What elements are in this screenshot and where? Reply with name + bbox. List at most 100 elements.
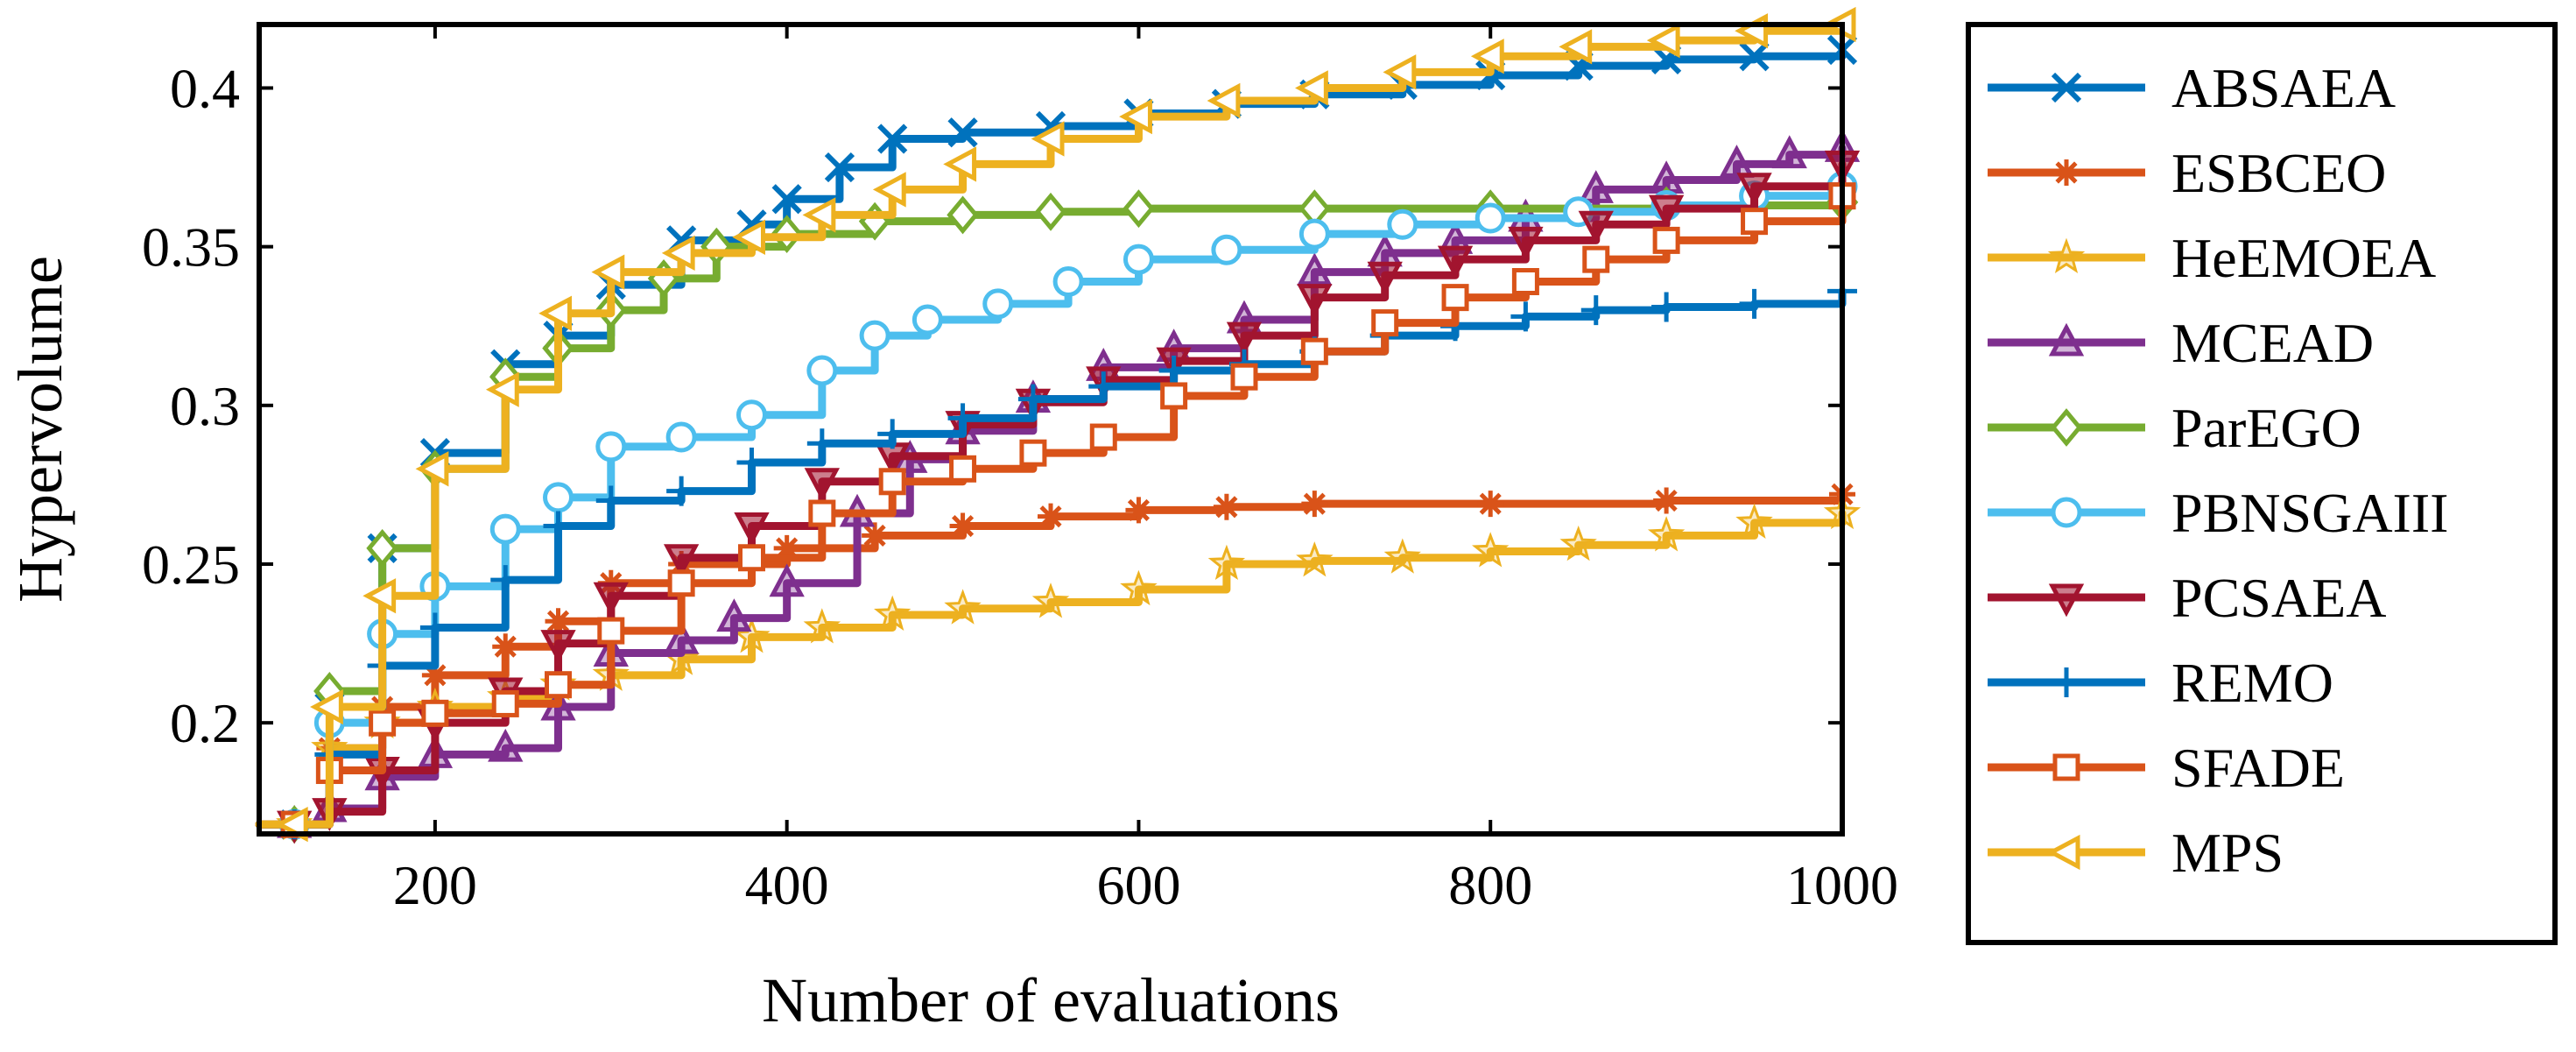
x-axis-title: Number of evaluations [762,965,1340,1035]
data-point-mps [1470,39,1504,74]
data-point-mps [732,219,765,255]
axis-layer: 200 400 600 800 1000 0.2 0.25 0.3 0.35 0.4 [142,25,1898,916]
data-point-pcsaea [1367,261,1403,295]
data-point-esbceo [1125,497,1152,524]
data-point-pbnsgaiii [1387,208,1418,240]
legend: ABSAEA ESBCEO HeEMOEA MCEAD ParEGO PBNSGAIII P… [1966,22,2558,945]
data-point-sfade [1019,439,1047,467]
x-tick-label: 1000 [1786,854,1898,916]
data-point-heemoea [1647,516,1686,552]
legend-label-pcsaea: PCSAEA [2171,567,2386,629]
data-point-remo [1580,295,1611,326]
data-point-mps [1207,82,1241,119]
data-point-remo [947,403,978,434]
data-point-pbnsgaiii [735,399,767,431]
series-line-heemoea [255,509,1847,829]
legend-label-sfade: SFADE [2171,737,2345,799]
data-point-mps [1559,29,1593,65]
legend-label-esbceo: ESBCEO [2171,142,2386,204]
y-tick-label: 0.3 [170,375,240,437]
legend-marker-heemoea [2047,237,2086,274]
legend-entry-sfade: SFADE [1988,737,2345,799]
legend-marker-mps [2046,834,2080,871]
data-point-absaea [771,184,802,215]
data-point-pcsaea [540,630,576,663]
data-point-pcsaea [1578,210,1614,244]
data-point-heemoea [733,618,771,653]
data-point-pbnsgaiii [1299,218,1330,250]
legend-label-heemoea: HeEMOEA [2171,227,2436,289]
data-point-pcsaea [1508,226,1544,260]
data-point-pbnsgaiii [806,355,838,386]
data-point-pcsaea [1226,321,1263,356]
data-point-pcsaea [1736,173,1772,207]
legend-marker-mcead [2048,322,2085,357]
legend-entry-remo: REMO [1988,652,2333,714]
data-point-mps [802,197,836,233]
data-point-esbceo [1653,487,1680,514]
legend-marker-remo [2052,667,2081,697]
series-absaea [255,34,1858,840]
data-point-mcead [716,598,752,632]
data-point-mps [538,295,573,331]
data-point-sfade [369,709,397,737]
data-point-mcead [1297,252,1333,286]
data-point-mps [943,146,977,182]
data-point-esbceo [492,633,519,660]
data-point-remo [736,448,767,478]
legend-entry-parego: ParEGO [1988,397,2361,459]
data-point-remo [543,511,574,541]
data-point-esbceo [1477,491,1504,518]
legend-marker-pbnsgaiii [2051,497,2082,528]
data-point-esbceo [862,522,889,549]
series-heemoea [255,493,1862,841]
legend-marker-absaea [2051,72,2082,103]
data-point-sfade [1160,382,1188,410]
data-point-heemoea [1472,532,1510,568]
data-point-pcsaea [1437,245,1474,279]
data-point-parego [700,227,733,266]
y-tick-label: 0.25 [142,533,240,596]
data-point-sfade [808,499,836,527]
data-point-sfade [949,455,977,483]
y-axis-title: Hypervolume [5,256,75,603]
data-point-remo [1088,371,1119,402]
data-point-esbceo [1213,493,1240,520]
data-point-mcead [663,620,700,654]
legend-label-pbnsgaiii: PBNSGAIII [2171,482,2448,544]
data-point-pbnsgaiii [489,513,521,545]
data-point-remo [877,419,908,449]
data-point-mps [872,172,906,208]
x-tick-label: 600 [1096,854,1180,916]
legend-label-absaea: ABSAEA [2171,57,2396,119]
data-point-pbnsgaiii [543,482,574,513]
data-point-mps [1031,121,1065,157]
data-point-sfade [1741,208,1769,236]
data-point-pbnsgaiii [911,304,943,335]
data-point-pbnsgaiii [1123,244,1154,275]
data-point-remo [490,565,521,596]
legend-label-mps: MPS [2171,822,2284,884]
legend-marker-parego [2050,408,2083,447]
data-point-sfade [1089,423,1117,451]
series-mcead [255,129,1861,838]
series-line-absaea [255,46,1847,829]
data-point-esbceo [421,661,448,688]
legend-label-mcead: MCEAD [2171,312,2374,374]
data-point-parego [1123,189,1155,229]
data-point-absaea [877,124,908,154]
legend-label-parego: ParEGO [2171,397,2361,459]
legend-entry-pcsaea: PCSAEA [1988,567,2386,629]
legend-entry-esbceo: ESBCEO [1988,142,2386,204]
y-tick-label: 0.4 [170,57,240,119]
data-point-remo [806,428,837,459]
data-point-parego [647,258,680,298]
legend-entry-mps: MPS [1988,822,2284,884]
data-point-pbnsgaiii [1211,234,1242,265]
x-tick-label: 800 [1448,854,1532,916]
data-point-sfade [421,699,449,727]
legend-marker-esbceo [2053,159,2080,186]
data-point-sfade [1371,309,1399,337]
data-point-esbceo [1301,491,1328,518]
